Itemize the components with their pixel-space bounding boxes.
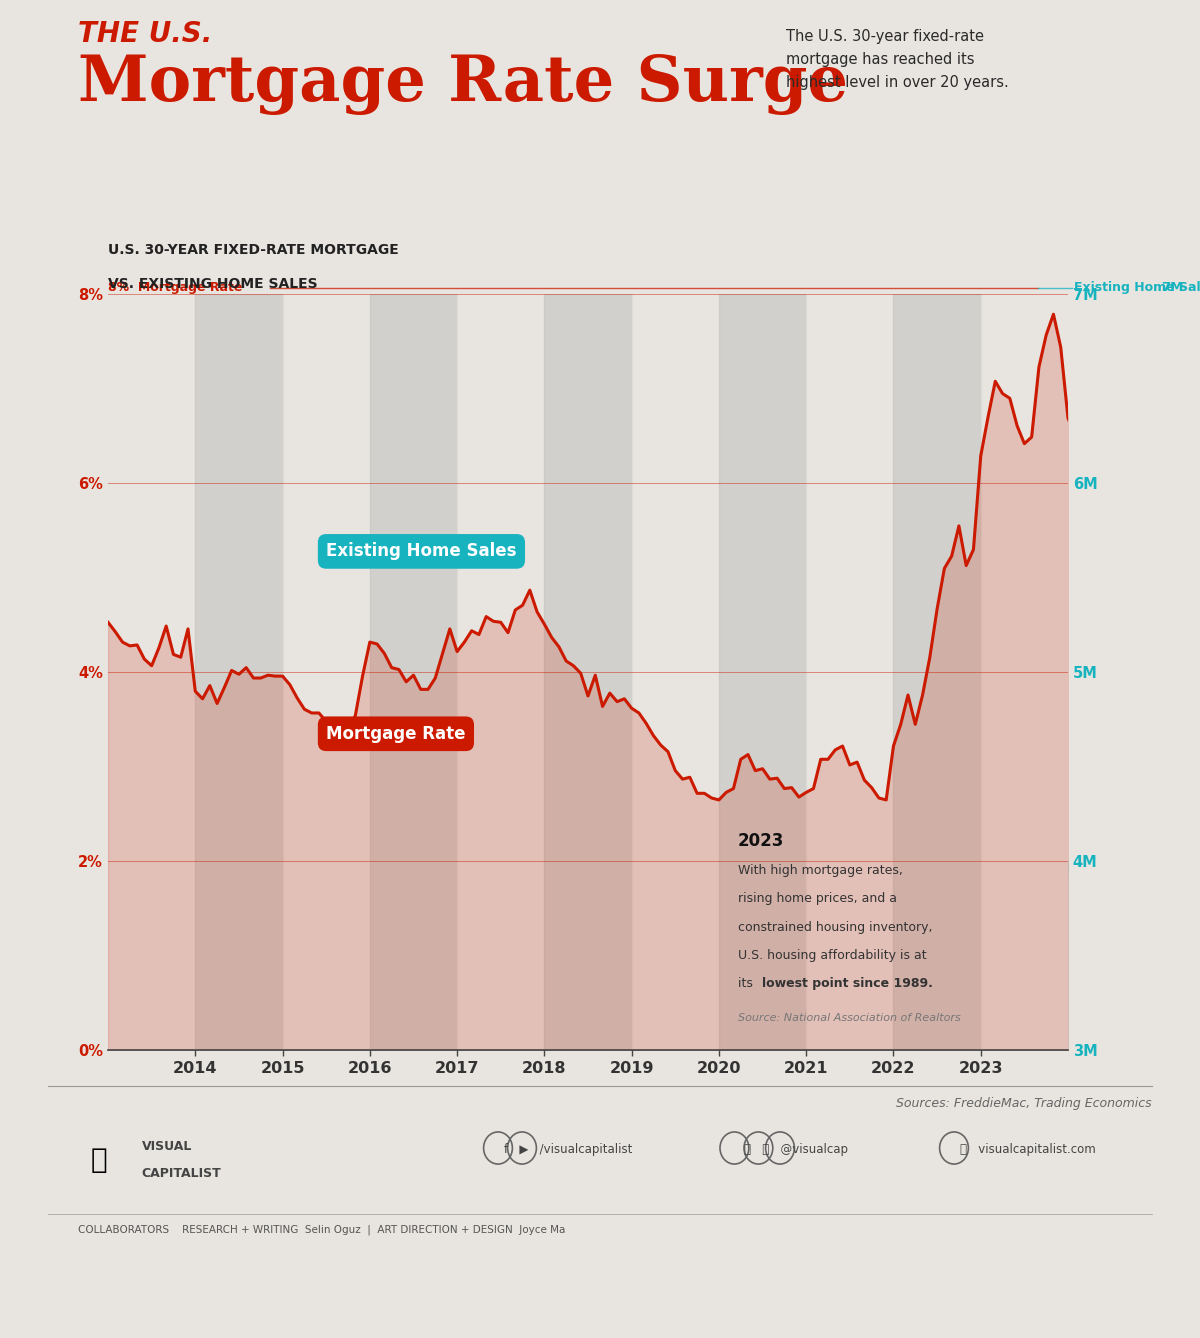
- Text: 8%  Mortgage Rate: 8% Mortgage Rate: [108, 281, 242, 294]
- Bar: [719, 294, 806, 1050]
- Bar: [196, 294, 282, 1050]
- Bar: [980, 294, 1068, 1050]
- Text: U.S. housing affordability is at: U.S. housing affordability is at: [738, 949, 926, 962]
- Text: COLLABORATORS    RESEARCH + WRITING  Selin Oguz  |  ART DIRECTION + DESIGN  Joyc: COLLABORATORS RESEARCH + WRITING Selin O…: [78, 1224, 565, 1235]
- Text: Sources: FreddieMac, Trading Economics: Sources: FreddieMac, Trading Economics: [896, 1097, 1152, 1111]
- Text: CAPITALIST: CAPITALIST: [142, 1167, 221, 1180]
- Text: rising home prices, and a: rising home prices, and a: [738, 892, 898, 906]
- Bar: [806, 294, 894, 1050]
- Bar: [631, 294, 719, 1050]
- Bar: [894, 294, 980, 1050]
- Text: VS. EXISTING HOME SALES: VS. EXISTING HOME SALES: [108, 277, 318, 290]
- Text: constrained housing inventory,: constrained housing inventory,: [738, 921, 932, 934]
- Text: f   ▶   /visualcapitalist: f ▶ /visualcapitalist: [504, 1143, 632, 1156]
- Bar: [370, 294, 457, 1050]
- Text: VISUAL: VISUAL: [142, 1140, 192, 1153]
- Text: Source: National Association of Realtors: Source: National Association of Realtors: [738, 1013, 961, 1024]
- Bar: [545, 294, 631, 1050]
- Text: 🐦   📷   @visualcap: 🐦 📷 @visualcap: [744, 1143, 848, 1156]
- Bar: [108, 294, 196, 1050]
- Bar: [457, 294, 545, 1050]
- Text: lowest point since 1989.: lowest point since 1989.: [762, 977, 932, 990]
- Text: U.S. 30-YEAR FIXED-RATE MORTGAGE: U.S. 30-YEAR FIXED-RATE MORTGAGE: [108, 244, 398, 257]
- Bar: [282, 294, 370, 1050]
- Text: Mortgage Rate: Mortgage Rate: [326, 725, 466, 743]
- Text: With high mortgage rates,: With high mortgage rates,: [738, 864, 902, 878]
- Text: 2023: 2023: [738, 832, 785, 850]
- Text: 🖱   visualcapitalist.com: 🖱 visualcapitalist.com: [960, 1143, 1096, 1156]
- Text: Existing Home Sales: Existing Home Sales: [326, 542, 517, 561]
- Text: 7M: 7M: [1160, 281, 1183, 294]
- Text: Existing Home Sales: Existing Home Sales: [1074, 281, 1200, 294]
- Text: 🦉: 🦉: [91, 1147, 107, 1173]
- Text: THE U.S.: THE U.S.: [78, 20, 212, 48]
- Text: its: its: [738, 977, 757, 990]
- Text: Mortgage Rate Surge: Mortgage Rate Surge: [78, 54, 848, 115]
- Text: The U.S. 30-year fixed-rate
mortgage has reached its
highest level in over 20 ye: The U.S. 30-year fixed-rate mortgage has…: [786, 29, 1009, 90]
